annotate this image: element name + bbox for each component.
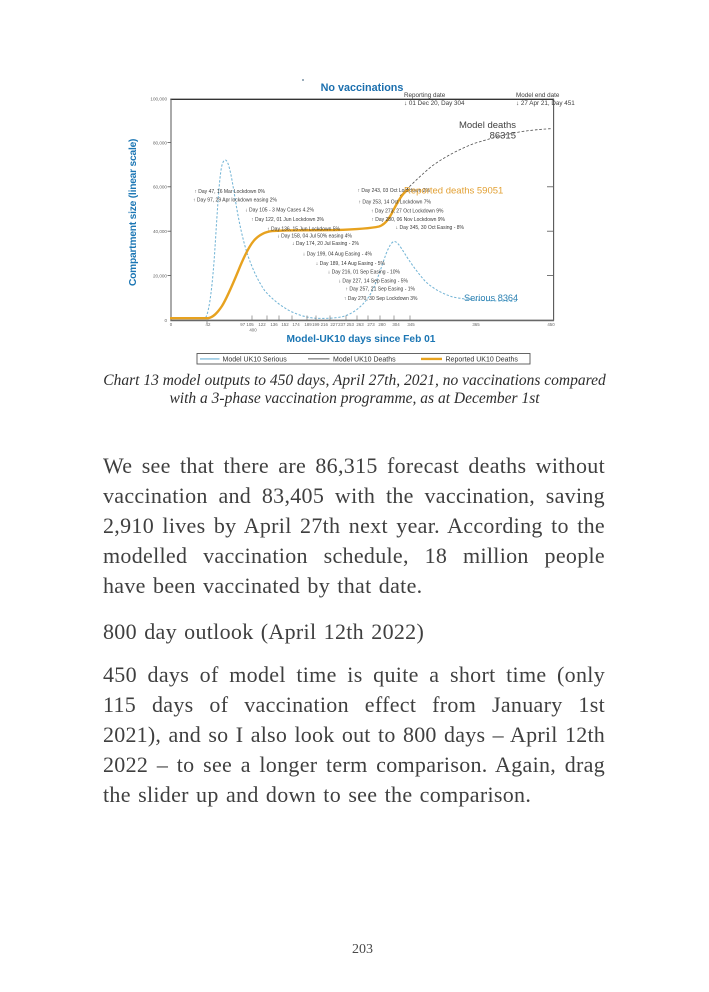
svg-text:↑ Day 273, 27 Oct Lockdown 9%: ↑ Day 273, 27 Oct Lockdown 9% — [371, 209, 444, 215]
svg-text:Model deaths: Model deaths — [459, 120, 516, 131]
svg-text:↓ Day 158, 04 Jul 50% easing 4: ↓ Day 158, 04 Jul 50% easing 4% — [277, 233, 352, 239]
svg-text:304: 304 — [392, 322, 400, 327]
svg-text:↓ 01 Dec 20, Day 304: ↓ 01 Dec 20, Day 304 — [404, 100, 465, 107]
svg-text:↓ 27 Apr 21, Day 451: ↓ 27 Apr 21, Day 451 — [516, 100, 575, 107]
svg-text:Reported deaths 59051: Reported deaths 59051 — [404, 186, 503, 197]
svg-text:↑ Day 243, 03 Oct Lockdown 2%: ↑ Day 243, 03 Oct Lockdown 2% — [357, 188, 430, 194]
svg-text:↑ Day 257, 21 Sep Easing - 1%: ↑ Day 257, 21 Sep Easing - 1% — [346, 287, 416, 293]
svg-text:20,000: 20,000 — [153, 274, 167, 279]
svg-text:0: 0 — [170, 322, 173, 327]
svg-text:↑ Day 136, 15 Jun Lockdown 5%: ↑ Day 136, 15 Jun Lockdown 5% — [267, 226, 340, 232]
svg-text:365: 365 — [472, 322, 480, 327]
svg-text:100,000: 100,000 — [150, 96, 167, 101]
svg-text:273: 273 — [367, 322, 375, 327]
svg-text:345: 345 — [407, 322, 415, 327]
svg-text:97 105: 97 105 — [240, 322, 254, 327]
svg-text:↑ Day 270, 30 Sep Lockdown 3%: ↑ Day 270, 30 Sep Lockdown 3% — [344, 296, 418, 302]
svg-text:122: 122 — [258, 322, 266, 327]
svg-text:80,000: 80,000 — [153, 140, 167, 145]
svg-text:199 216: 199 216 — [312, 322, 328, 327]
svg-text:No vaccinations: No vaccinations — [321, 82, 404, 94]
svg-text:60,000: 60,000 — [153, 185, 167, 190]
svg-text:↑ Day 47, 16 Mar Lockdown 0%: ↑ Day 47, 16 Mar Lockdown 0% — [194, 189, 265, 195]
svg-text:42: 42 — [206, 322, 211, 327]
svg-text:Reported UK10 Deaths: Reported UK10 Deaths — [446, 356, 519, 363]
svg-text:280: 280 — [378, 322, 386, 327]
svg-text:136: 136 — [270, 322, 278, 327]
svg-text:Model-UK10 days since Feb 01: Model-UK10 days since Feb 01 — [287, 334, 436, 345]
svg-text:Model end date: Model end date — [516, 92, 560, 99]
svg-text:↑ Day 97, 29 Apr lockdown easi: ↑ Day 97, 29 Apr lockdown easing 2% — [193, 198, 277, 204]
svg-text:↑ Day 122, 01 Jun Lockdown 3%: ↑ Day 122, 01 Jun Lockdown 3% — [251, 217, 324, 223]
svg-text:152: 152 — [281, 322, 289, 327]
svg-text:↑ Day 253, 14 Oct Lockdown 7%: ↑ Day 253, 14 Oct Lockdown 7% — [358, 200, 431, 206]
svg-text:0: 0 — [164, 318, 167, 323]
svg-text:↑ Day 280, 06 Nov Lockdown 9%: ↑ Day 280, 06 Nov Lockdown 9% — [371, 217, 445, 223]
svg-text:Serious 8364: Serious 8364 — [464, 293, 518, 303]
svg-text:↓ Day 189, 14 Aug Easing - 5%: ↓ Day 189, 14 Aug Easing - 5% — [316, 261, 386, 267]
svg-text:↓ Day 199, 04 Aug Easing - 4%: ↓ Day 199, 04 Aug Easing - 4% — [303, 252, 373, 258]
svg-text:189: 189 — [304, 322, 312, 327]
svg-text:40,000: 40,000 — [153, 229, 167, 234]
svg-text:237 253: 237 253 — [338, 322, 354, 327]
svg-text:174: 174 — [292, 322, 300, 327]
svg-text:400: 400 — [249, 328, 257, 333]
svg-text:↓ Day 216, 01 Sep Easing - 10%: ↓ Day 216, 01 Sep Easing - 10% — [328, 269, 401, 275]
svg-text:↓ Day 227, 14 Sep Easing - 5%: ↓ Day 227, 14 Sep Easing - 5% — [339, 278, 409, 284]
svg-text:↓ Day 345, 30 Oct Easing - 8%: ↓ Day 345, 30 Oct Easing - 8% — [396, 225, 465, 231]
svg-text:Compartment size (linear scale: Compartment size (linear scale) — [128, 139, 139, 286]
svg-text:263: 263 — [356, 322, 364, 327]
svg-text:Model UK10 Deaths: Model UK10 Deaths — [333, 356, 396, 363]
svg-text:450: 450 — [547, 322, 555, 327]
svg-text:Model UK10 Serious: Model UK10 Serious — [223, 356, 288, 363]
svg-text:↓ Day 105 - 3 May Cases 4.2%: ↓ Day 105 - 3 May Cases 4.2% — [245, 208, 314, 214]
svg-text:Reporting date: Reporting date — [404, 92, 446, 99]
svg-text:86315: 86315 — [490, 131, 516, 142]
svg-text:↓ Day 174, 20 Jul Easing - 2%: ↓ Day 174, 20 Jul Easing - 2% — [292, 241, 360, 247]
svg-text:227: 227 — [330, 322, 338, 327]
